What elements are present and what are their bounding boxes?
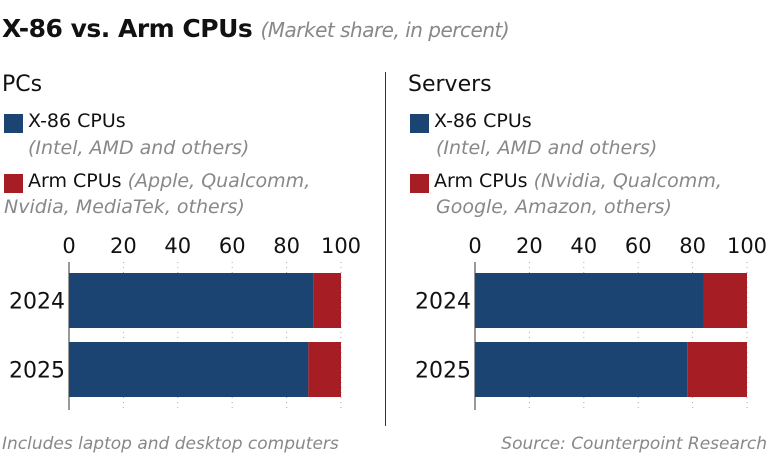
x-tick-label: 60: [625, 234, 652, 258]
bar-x86-2024: [475, 273, 704, 328]
legend-x86: X-86 CPUs: [28, 110, 126, 132]
x-tick-label: 40: [164, 234, 191, 258]
legend-arm: Arm CPUs (Nvidia, Qualcomm,: [434, 170, 722, 192]
source: Source: Counterpoint Research: [501, 434, 767, 454]
bar-arm-2024: [703, 273, 747, 328]
legend-arm-note2: Google, Amazon, others): [436, 196, 672, 218]
panel-title-servers: Servers: [408, 72, 492, 97]
x-tick-label: 20: [516, 234, 543, 258]
bar-arm-2025: [308, 342, 341, 397]
legend-swatch-x86: [410, 114, 429, 133]
bar-x86-2025: [69, 342, 309, 397]
y-tick-label: 2025: [415, 359, 471, 384]
x-tick-label: 100: [321, 234, 361, 258]
legend-x86: X-86 CPUs: [434, 110, 532, 132]
legend-x86-note: (Intel, AMD and others): [436, 137, 658, 159]
x-tick-label: 80: [679, 234, 706, 258]
y-tick-label: 2024: [415, 290, 471, 315]
chart-title: X-86 vs. Arm CPUs (Market share, in perc…: [2, 14, 510, 43]
x-tick-label: 100: [727, 234, 767, 258]
footnote: Includes laptop and desktop computers: [2, 434, 339, 454]
bar-arm-2025: [687, 342, 747, 397]
legend-swatch-arm: [410, 174, 429, 193]
legend-swatch-arm: [4, 174, 23, 193]
bar-arm-2024: [313, 273, 341, 328]
y-tick-label: 2024: [9, 290, 65, 315]
legend-arm-note2: Nvidia, MediaTek, others): [4, 196, 245, 218]
chart-subtitle: (Market share, in percent): [260, 18, 510, 42]
x-tick-label: 20: [110, 234, 137, 258]
x-tick-label: 0: [62, 234, 75, 258]
bar-x86-2024: [69, 273, 314, 328]
divider: [385, 72, 386, 426]
x-tick-label: 40: [570, 234, 597, 258]
bar-x86-2025: [475, 342, 688, 397]
legend-swatch-x86: [4, 114, 23, 133]
x-tick-label: 0: [468, 234, 481, 258]
x-tick-label: 60: [219, 234, 246, 258]
x-tick-label: 80: [273, 234, 300, 258]
legend-x86-note: (Intel, AMD and others): [28, 137, 250, 159]
legend-arm: Arm CPUs (Apple, Qualcomm,: [28, 170, 311, 192]
y-tick-label: 2025: [9, 359, 65, 384]
panel-title-pcs: PCs: [2, 72, 43, 97]
